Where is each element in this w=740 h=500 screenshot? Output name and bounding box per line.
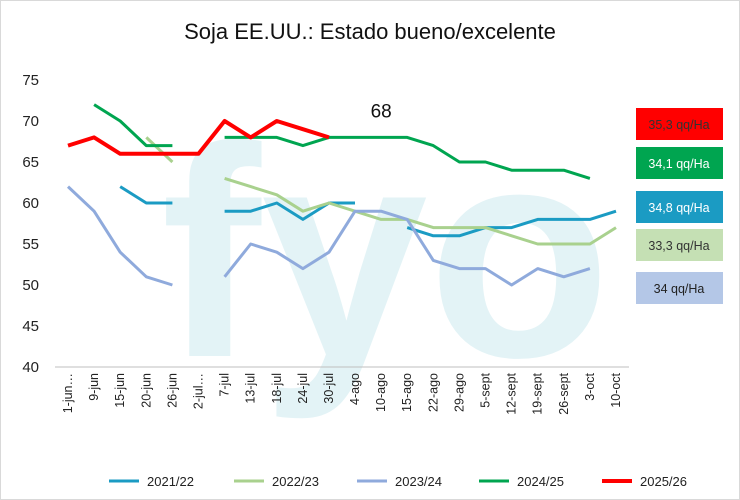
- x-tick-label: 12-sept: [505, 372, 519, 414]
- legend-item-2023-24: 2023/24: [357, 474, 442, 489]
- yield-box-2025-26: 35,3 qq/Ha: [636, 108, 723, 140]
- watermark-text: fyo: [161, 84, 611, 422]
- x-tick-label: 3-oct: [583, 372, 597, 400]
- yield-box-2021-22: 34,8 qq/Ha: [636, 191, 723, 223]
- y-tick-label: 75: [22, 72, 39, 89]
- legend-item-2025-26: 2025/26: [602, 474, 687, 489]
- legend-label: 2025/26: [640, 474, 687, 489]
- yield-box-fill: [636, 147, 723, 179]
- yield-box-label: 34 qq/Ha: [654, 282, 705, 296]
- x-tick-label: 15-jun: [113, 373, 127, 408]
- annotation-label: 68: [371, 101, 392, 122]
- x-tick-label: 26-sept: [557, 372, 571, 414]
- x-tick-label: 30-jul: [322, 373, 336, 404]
- x-tick-label: 18-jul: [270, 373, 284, 404]
- y-tick-label: 60: [22, 195, 39, 212]
- yield-box-fill: [636, 229, 723, 261]
- legend-label: 2023/24: [395, 474, 442, 489]
- yield-box-label: 34,8 qq/Ha: [648, 201, 709, 215]
- x-tick-label: 4-ago: [348, 373, 362, 405]
- x-tick-label: 10-oct: [609, 372, 623, 407]
- chart-title: Soja EE.UU.: Estado bueno/excelente: [184, 19, 556, 44]
- x-tick-label: 9-jun: [87, 373, 101, 401]
- series-line-2025-26: [67, 119, 330, 156]
- x-tick-label: 19-sept: [531, 372, 545, 414]
- x-tick-label: 10-ago: [374, 373, 388, 412]
- series-line-2024-25: [224, 135, 591, 180]
- legend-label: 2021/22: [147, 474, 194, 489]
- y-tick-label: 50: [22, 277, 39, 294]
- x-tick-label: 20-jun: [139, 373, 153, 408]
- x-tick-label: 7-jul: [218, 373, 232, 397]
- x-tick-label: 26-jun: [165, 373, 179, 408]
- y-tick-label: 40: [22, 359, 39, 376]
- series-line-2023-24: [66, 185, 173, 287]
- fyo-watermark: fyo: [161, 84, 611, 422]
- y-tick-label: 65: [22, 154, 39, 171]
- legend-item-2021-22: 2021/22: [109, 474, 194, 489]
- x-tick-label: 24-jul: [296, 373, 310, 404]
- series-line-2021-22: [406, 209, 617, 238]
- legend-label: 2024/25: [517, 474, 564, 489]
- yield-box-2024-25: 34,1 qq/Ha: [636, 147, 723, 179]
- series-line-2024-25: [93, 103, 173, 148]
- x-tick-label: 1-jun…: [61, 373, 75, 413]
- yield-box-2023-24: 34 qq/Ha: [636, 272, 723, 304]
- legend-item-2022-23: 2022/23: [234, 474, 319, 489]
- series-line-2021-22: [119, 185, 173, 205]
- x-tick-label: 5-sept: [479, 372, 493, 407]
- yield-box-fill: [636, 191, 723, 223]
- x-tick-label: 13-jul: [244, 373, 258, 404]
- legend-item-2024-25: 2024/25: [479, 474, 564, 489]
- yield-box-label: 33,3 qq/Ha: [648, 239, 709, 253]
- x-tick-label: 29-ago: [452, 373, 466, 412]
- series-line-2023-24: [223, 209, 591, 287]
- x-tick-label: 2-jul…: [192, 373, 206, 409]
- yield-box-label: 34,1 qq/Ha: [648, 157, 709, 171]
- yield-box-2022-23: 33,3 qq/Ha: [636, 229, 723, 261]
- x-tick-label: 15-ago: [400, 373, 414, 412]
- y-tick-label: 55: [22, 236, 39, 253]
- y-tick-label: 45: [22, 318, 39, 335]
- yield-box-fill: [636, 108, 723, 140]
- x-tick-label: 22-ago: [426, 373, 440, 412]
- legend-label: 2022/23: [272, 474, 319, 489]
- y-tick-label: 70: [22, 113, 39, 130]
- series-line-2022-23: [224, 176, 617, 246]
- series-line-2022-23: [145, 136, 174, 164]
- yield-box-label: 35,3 qq/Ha: [648, 118, 709, 132]
- yield-box-fill: [636, 272, 723, 304]
